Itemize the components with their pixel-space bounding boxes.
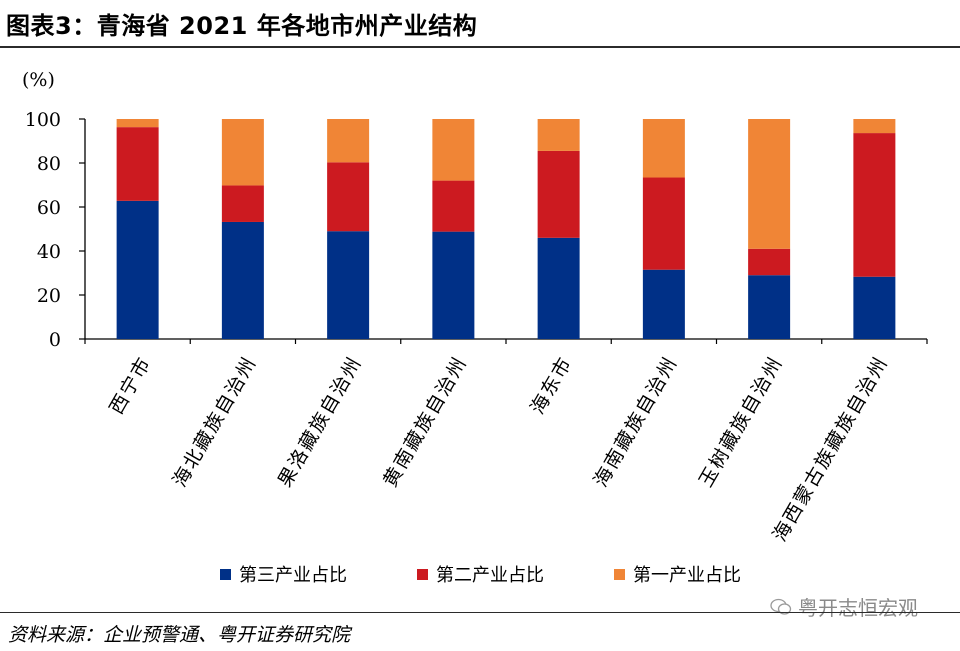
watermark: 粤开志恒宏观 xyxy=(770,592,918,621)
legend-item-primary: 第一产业占比 xyxy=(614,561,741,587)
y-tick-label: 60 xyxy=(37,197,61,219)
bar-segment-primary xyxy=(853,119,896,134)
bar-segment-tertiary xyxy=(537,237,580,339)
bar-segment-secondary xyxy=(221,185,264,222)
stacked-bar-chart: 0 20 40 60 80 100 (%) 西宁市 海北藏族自治州 果洛藏族自治州 黄南藏族自治州… xyxy=(22,69,928,546)
x-tick-label: 玉树藏族自治州 xyxy=(695,353,788,491)
chart-labels: 西宁市 海北藏族自治州 果洛藏族自治州 黄南藏族自治州 海东市 海南藏族自治州 玉树藏族自治… xyxy=(105,353,892,546)
bar-segment-primary xyxy=(748,119,791,249)
figure-title: 图表3：青海省 2021 年各地市州产业结构 xyxy=(6,12,478,40)
bar-segment-tertiary xyxy=(853,276,896,339)
bar-segment-tertiary xyxy=(642,269,685,339)
x-tick-label: 海东市 xyxy=(526,353,577,419)
chart-legend: 第三产业占比 第二产业占比 第一产业占比 xyxy=(220,561,741,587)
bar-segment-primary xyxy=(221,119,264,186)
legend-item-tertiary: 第三产业占比 xyxy=(220,561,347,587)
x-tick-label: 黄南藏族自治州 xyxy=(379,353,472,491)
legend-label-primary: 第一产业占比 xyxy=(633,565,741,586)
source-note: 资料来源：企业预警通、粤开证券研究院 xyxy=(8,624,351,646)
bar-segment-secondary xyxy=(748,248,791,276)
bar-segment-tertiary xyxy=(221,221,264,339)
bar-segment-secondary xyxy=(116,127,159,201)
bar-segment-tertiary xyxy=(116,200,159,339)
y-tick-label: 40 xyxy=(37,241,61,263)
bar-segment-tertiary xyxy=(748,275,791,339)
chart-bars xyxy=(116,119,896,339)
y-axis-label: (%) xyxy=(22,69,55,91)
watermark-text: 粤开志恒宏观 xyxy=(798,596,918,620)
legend-swatch-tertiary xyxy=(220,568,231,580)
bar-segment-secondary xyxy=(432,180,475,232)
bar-segment-secondary xyxy=(327,162,370,232)
bar-segment-primary xyxy=(537,119,580,151)
legend-label-tertiary: 第三产业占比 xyxy=(239,565,347,586)
legend-item-secondary: 第二产业占比 xyxy=(417,561,544,587)
x-tick-label: 果洛藏族自治州 xyxy=(274,353,367,491)
bar-segment-tertiary xyxy=(432,231,475,339)
legend-label-secondary: 第二产业占比 xyxy=(436,565,544,586)
bar-segment-primary xyxy=(642,119,685,178)
bar-segment-primary xyxy=(116,119,159,128)
bar-segment-primary xyxy=(432,119,475,181)
y-tick-label: 100 xyxy=(25,109,61,131)
wechat-icon xyxy=(770,598,792,615)
legend-swatch-primary xyxy=(614,568,625,580)
x-tick-label: 海西蒙古族藏族自治州 xyxy=(769,353,893,546)
y-tick-label: 0 xyxy=(49,329,61,351)
bar-segment-secondary xyxy=(642,177,685,270)
x-tick-label: 海南藏族自治州 xyxy=(590,353,683,491)
x-tick-label: 西宁市 xyxy=(105,353,156,419)
x-tick-label: 海北藏族自治州 xyxy=(169,353,262,491)
bar-segment-secondary xyxy=(853,133,896,277)
bar-segment-primary xyxy=(327,119,370,163)
bar-segment-tertiary xyxy=(327,231,370,339)
legend-swatch-secondary xyxy=(417,568,428,580)
bar-segment-secondary xyxy=(537,150,580,238)
footer-divider xyxy=(0,612,960,613)
title-divider xyxy=(0,46,960,48)
y-tick-label: 20 xyxy=(37,285,61,307)
y-tick-label: 80 xyxy=(37,153,61,175)
